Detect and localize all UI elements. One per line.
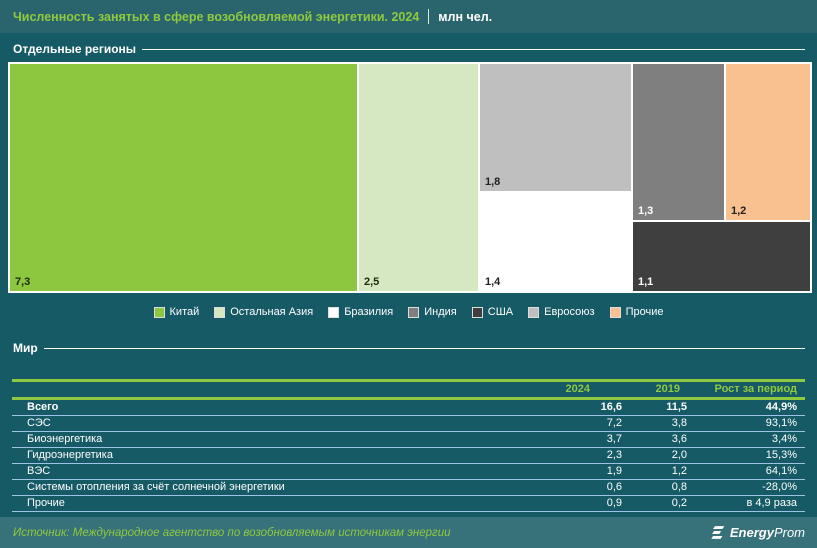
energyprom-logo: EnergyProm [709,524,805,541]
table-header-2024: 2024 [565,383,590,395]
treemap-regions: 7,3 2,5 1,8 1,4 1,3 1,2 1,1 [8,62,812,293]
treemap-value-other: 1,2 [731,205,747,217]
section-regions-rule [142,48,805,50]
treemap-value-china: 7,3 [15,276,31,288]
cell-growth: -28,0% [762,481,797,493]
treemap-block-brazil: 1,4 [479,192,632,292]
page-title: Численность занятых в сфере возобновляем… [13,9,420,24]
legend-swatch-rest-asia [214,306,226,318]
treemap-value-rest-asia: 2,5 [364,276,380,288]
table-row-wind: ВЭС 1,9 1,2 64,1% [12,464,805,480]
row-label: Гидроэнергетика [27,449,113,461]
treemap-block-other: 1,2 [725,63,811,221]
legend-label-eu: Евросоюз [544,306,595,318]
legend-swatch-china [153,306,165,318]
cell-growth: 15,3% [765,449,797,461]
section-world-title: Мир [13,341,38,355]
table-header-empty [12,381,537,399]
cell-2024: 7,2 [606,417,622,429]
cell-growth: 44,9% [765,401,797,413]
legend-item-other: Прочие [609,306,664,318]
cell-growth: 3,4% [771,433,797,445]
logo-text-light: Prom [773,525,805,540]
cell-2019: 3,8 [671,417,687,429]
row-label: Системы отопления за счёт солнечной энер… [27,481,285,493]
table-header-growth: Рост за период [714,383,798,395]
cell-2024: 0,9 [606,497,622,509]
legend-item-india: Индия [408,306,457,318]
legend-label-rest-asia: Остальная Азия [230,306,314,318]
footer-band: Источник: Международное агентство по воз… [0,517,817,548]
legend-item-usa: США [471,306,514,318]
row-label: СЭС [27,417,51,429]
treemap-block-china: 7,3 [9,63,358,292]
cell-2024: 16,6 [600,401,622,413]
legend-item-brazil: Бразилия [328,306,393,318]
table-row-solar-heating: Системы отопления за счёт солнечной энер… [12,480,805,496]
legend-item-china: Китай [153,306,200,318]
title-units: млн чел. [438,9,493,24]
cell-growth: 64,1% [765,465,797,477]
treemap-block-eu: 1,8 [479,63,632,192]
legend-item-eu: Евросоюз [528,306,595,318]
cell-2024: 0,6 [606,481,622,493]
treemap-value-brazil: 1,4 [485,276,501,288]
energyprom-logo-icon [711,526,725,539]
table-row-bioenergy: Биоэнергетика 3,7 3,6 3,4% [12,432,805,448]
legend-swatch-usa [471,306,483,318]
source-text: Источник: Международное агентство по воз… [13,526,451,539]
table-row-total: Всего 16,6 11,5 44,9% [12,399,805,416]
energyprom-logo-text: EnergyProm [730,525,805,540]
cell-2019: 0,2 [671,497,687,509]
legend-item-rest-asia: Остальная Азия [214,306,313,318]
table-row-other: Прочие 0,9 0,2 в 4,9 раза [12,496,805,512]
legend-label-brazil: Бразилия [344,306,394,318]
world-table: 2024 2019 Рост за период Всего 16,6 11,5… [12,379,805,512]
treemap-value-eu: 1,8 [485,176,501,188]
section-regions: Отдельные регионы [13,42,805,56]
table-row-solar: СЭС 7,2 3,8 93,1% [12,416,805,432]
cell-2019: 0,8 [671,481,687,493]
row-label: ВЭС [27,465,51,477]
cell-2024: 2,3 [606,449,622,461]
treemap-block-india: 1,3 [632,63,725,221]
row-label: Биоэнергетика [27,433,103,445]
cell-2019: 1,2 [671,465,687,477]
legend-label-china: Китай [169,306,200,318]
treemap-legend: Китай Остальная Азия Бразилия Индия США … [0,304,817,320]
treemap-value-india: 1,3 [638,205,654,217]
legend-label-other: Прочие [625,306,664,318]
section-world: Мир [13,341,805,355]
table-header-row: 2024 2019 Рост за период [12,380,805,399]
legend-swatch-india [408,306,420,318]
section-regions-title: Отдельные регионы [13,42,137,56]
legend-label-usa: США [487,306,514,318]
legend-swatch-brazil [328,306,340,318]
treemap-block-rest-asia: 2,5 [358,63,479,292]
row-label: Всего [27,401,59,413]
cell-growth: в 4,9 раза [746,497,797,509]
treemap-block-usa: 1,1 [632,221,811,292]
legend-swatch-eu [528,306,540,318]
table-header-2019: 2019 [655,383,680,395]
treemap-value-usa: 1,1 [638,276,654,288]
cell-growth: 93,1% [765,417,797,429]
cell-2019: 2,0 [671,449,687,461]
legend-label-india: Индия [424,306,457,318]
cell-2019: 11,5 [666,401,687,413]
cell-2024: 3,7 [606,433,622,445]
header-band: Численность занятых в сфере возобновляем… [0,0,817,33]
row-label: Прочие [27,497,65,509]
cell-2019: 3,6 [671,433,687,445]
title-divider [428,9,430,24]
logo-text-bold: Energy [729,525,774,540]
cell-2024: 1,9 [606,465,622,477]
legend-swatch-other [609,306,621,318]
table-row-hydro: Гидроэнергетика 2,3 2,0 15,3% [12,448,805,464]
section-world-rule [43,347,805,349]
